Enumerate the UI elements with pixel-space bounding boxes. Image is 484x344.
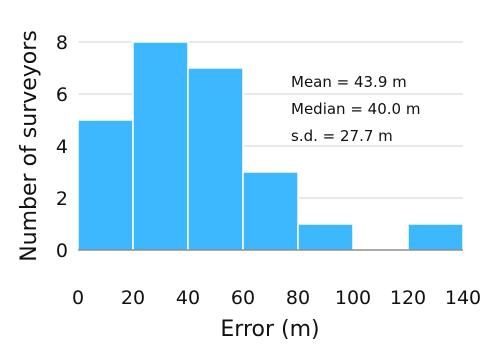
x-tick-label: 120 <box>390 287 426 309</box>
y-tick-labels: 0 2 4 6 8 <box>56 32 68 262</box>
x-tick-label: 20 <box>121 287 145 309</box>
y-tick-label: 2 <box>56 188 68 210</box>
y-axis-title: Number of surveyors <box>17 30 42 262</box>
x-tick-label: 60 <box>231 287 255 309</box>
y-tick-label: 4 <box>56 136 68 158</box>
y-tick-label: 0 <box>56 240 68 262</box>
x-tick-label: 100 <box>335 287 371 309</box>
bar-40-60 <box>187 67 244 251</box>
bar-0-20 <box>77 119 134 251</box>
x-tick-label: 80 <box>286 287 310 309</box>
bar-20-40 <box>132 41 189 251</box>
x-tick-label: 0 <box>72 287 84 309</box>
annotation-mean: Mean = 43.9 m <box>291 73 407 91</box>
x-tick-label: 40 <box>176 287 200 309</box>
y-tick-label: 8 <box>56 32 68 54</box>
x-axis-title: Error (m) <box>220 317 319 342</box>
annotation-sd: s.d. = 27.7 m <box>291 127 393 145</box>
annotation-median: Median = 40.0 m <box>291 100 420 118</box>
y-tick-label: 6 <box>56 84 68 106</box>
bar-80-100 <box>297 223 354 251</box>
bar-120-140 <box>407 223 464 251</box>
x-tick-labels: 0 20 40 60 80 100 120 140 <box>72 287 481 309</box>
x-tick-label: 140 <box>445 287 481 309</box>
bar-60-80 <box>242 171 299 251</box>
